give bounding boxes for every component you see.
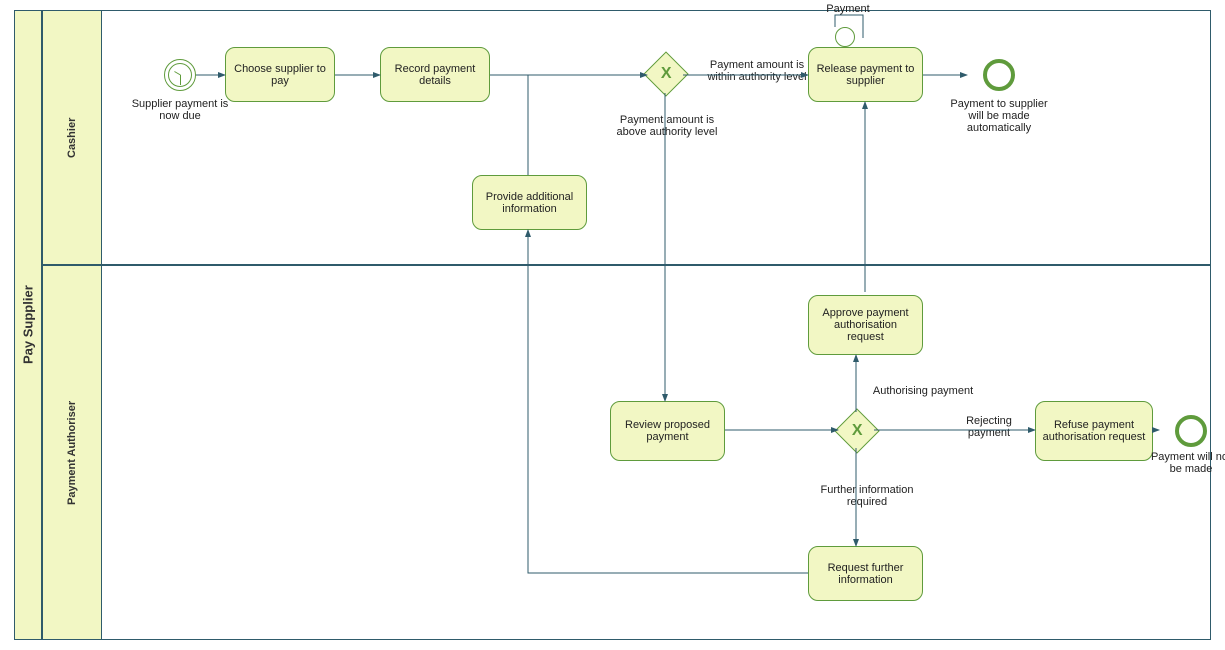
e-end1-label: Payment to supplier will be made automat… [945,98,1053,138]
e-end2-label: Payment will not be made [1148,451,1225,491]
e-start[interactable] [164,59,196,91]
t-approve[interactable]: Approve payment authorisation request [808,295,923,355]
t-reqinfo[interactable]: Request further information [808,546,923,601]
pool-label: Pay Supplier [14,10,42,640]
flow-label-4: Further information required [817,484,917,518]
e-start-label: Supplier payment is now due [130,98,230,138]
t-release[interactable]: Release payment to supplier [808,47,923,102]
lane-auth-label: Payment Authoriser [42,265,102,640]
e-msg[interactable] [835,27,855,47]
bpmn-canvas: Pay SupplierCashierPayment Authoriser Cho… [0,0,1225,650]
flow-label-2: Authorising payment [868,385,978,419]
t-refuse[interactable]: Refuse payment authorisation request [1035,401,1153,461]
e-end2[interactable] [1175,415,1207,447]
t-provide[interactable]: Provide additional information [472,175,587,230]
t-review[interactable]: Review proposed payment [610,401,725,461]
flow-label-1: Payment amount is above authority level [612,114,722,148]
e-msg-label: Payment [818,3,878,19]
lane-cashier-label: Cashier [42,10,102,265]
flow-label-0: Payment amount is within authority level [702,59,812,93]
t-record[interactable]: Record payment details [380,47,490,102]
flow-label-3: Rejecting payment [950,415,1028,449]
e-end1[interactable] [983,59,1015,91]
t-choose[interactable]: Choose supplier to pay [225,47,335,102]
